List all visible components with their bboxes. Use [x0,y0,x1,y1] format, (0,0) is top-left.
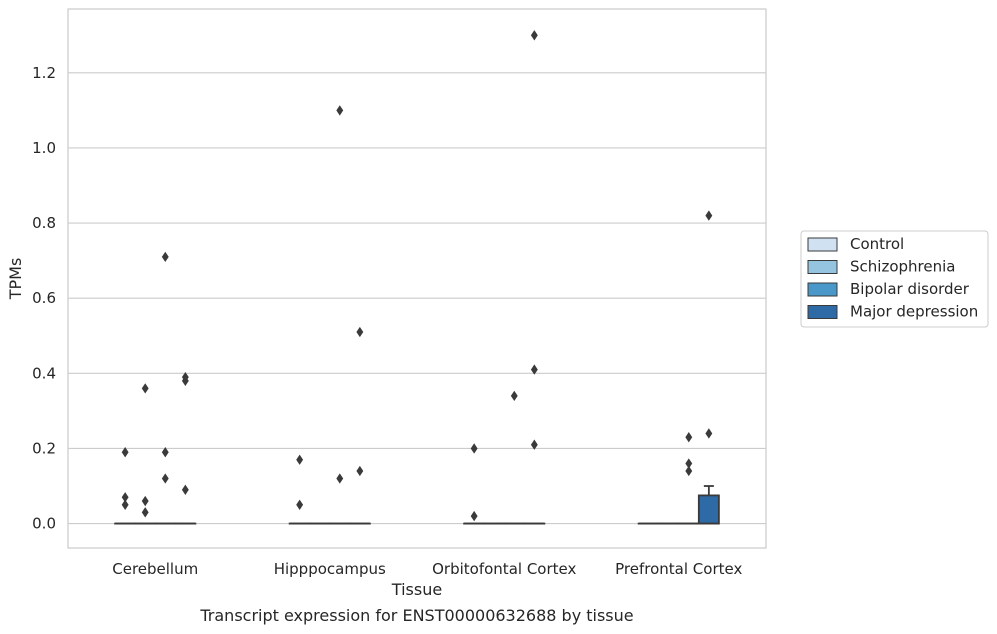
outlier-point [685,458,693,469]
outlier-point [470,510,478,522]
outlier-point [356,465,364,477]
box-series [114,485,720,525]
y-axis-ticks: 0.0 0.2 0.4 0.6 0.8 1.0 1.2 [32,64,56,533]
outlier-points [121,30,713,522]
y-axis-label: TPMs [6,258,25,301]
outlier-point [685,432,693,443]
outlier-point [161,447,169,458]
x-tick-label: Prefrontal Cortex [615,560,742,578]
plot-frame [67,8,767,549]
legend-label: Control [850,235,904,253]
outlier-point [336,473,344,484]
outlier-point [336,105,344,116]
outlier-point [161,473,169,484]
outlier-point [685,465,693,477]
legend-label: Schizophrenia [850,258,955,276]
outlier-point [141,507,149,518]
outlier-point [161,251,169,263]
legend-swatch [807,260,838,274]
outlier-point [705,428,713,439]
legend-swatch [807,305,838,319]
legend-label: Bipolar disorder [850,280,970,298]
outlier-point [470,443,478,454]
legend-frame [800,230,989,328]
outlier-point [705,210,713,221]
outlier-point [121,499,129,510]
y-tick-label: 0.8 [32,214,56,232]
outlier-point [121,492,129,503]
legend-label: Major depression [850,303,978,321]
y-tick-label: 1.2 [32,64,56,82]
outlier-point [181,375,189,387]
outlier-point [181,484,189,495]
outlier-point [510,390,518,402]
outlier-point [530,439,538,450]
legend-item: Bipolar disorder [807,280,970,298]
legend-item: Schizophrenia [807,258,955,276]
legend-item: Major depression [807,303,978,321]
x-tick-label: Hipppocampus [274,560,386,578]
y-tick-label: 0.6 [32,289,56,307]
x-axis-label: Tissue [391,580,442,599]
grid-lines [68,72,766,525]
legend-swatch [807,282,838,297]
legend: Control Schizophrenia Bipolar disorder Majo… [800,230,989,328]
chart-caption: Transcript expression for ENST0000063268… [199,606,633,625]
outlier-point [141,495,149,507]
outlier-point [530,30,538,41]
x-axis-ticks: Cerebellum Hipppocampus Orbitofontal Corte… [112,560,742,578]
x-tick-label: Cerebellum [112,560,198,578]
box-3-3 [697,485,720,525]
y-tick-label: 0.4 [32,364,56,382]
x-tick-label: Orbitofontal Cortex [432,560,576,578]
outlier-point [296,454,304,465]
legend-swatch [807,237,838,252]
y-tick-label: 0.2 [32,439,56,457]
y-tick-label: 0.0 [32,515,56,533]
outlier-point [530,364,538,375]
y-tick-label: 1.0 [32,139,56,157]
outlier-point [356,326,364,338]
box-body [697,494,720,525]
outlier-point [121,447,129,458]
outlier-point [141,383,149,394]
outlier-point [296,499,304,510]
legend-item: Control [807,235,904,253]
